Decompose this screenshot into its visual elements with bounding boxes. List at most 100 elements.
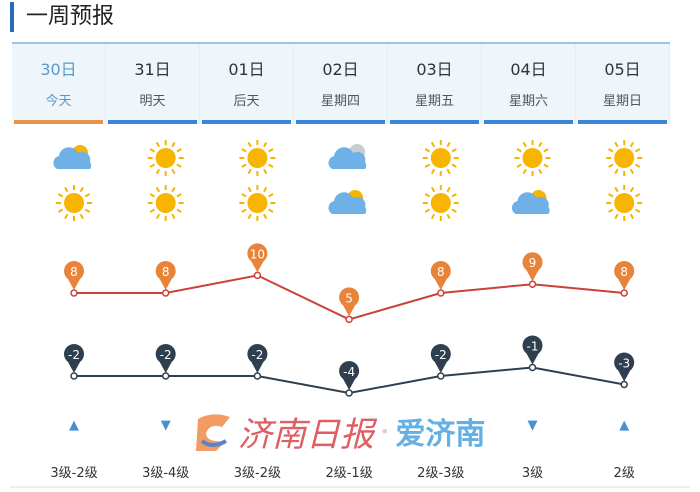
high-temp-label: 10: [250, 247, 265, 261]
wind-level: 2级: [613, 466, 635, 481]
wind-direction-icon: ▼: [160, 418, 171, 433]
high-temp-marker: [247, 243, 268, 273]
tab-indicator: [202, 120, 291, 124]
low-temp-marker: [155, 344, 176, 373]
tab-weekday: 后天: [233, 94, 260, 109]
tab-weekday: 星期日: [602, 94, 642, 109]
low-temp-marker: [339, 361, 360, 390]
high-temp-label: 5: [345, 291, 353, 305]
watermark-logo: 济南日报 • 爱济南: [192, 408, 485, 455]
tab-indicator: [390, 120, 479, 124]
sunny-icon: [56, 185, 92, 221]
partly-cloudy-icon: [328, 190, 367, 214]
tab-indicator: [484, 120, 573, 124]
day-tabs: 30日 今天 31日 明天 01日 后天 02日 星期四 03日 星期五 04日 星期六 05日 星期日: [12, 42, 670, 124]
low-temp-point: [70, 372, 78, 380]
tab-day[interactable]: 02日星期四: [294, 44, 388, 124]
tab-date: 03日: [416, 60, 453, 79]
low-temp-marker: [522, 335, 543, 365]
high-temp-point: [345, 315, 353, 324]
wind-level: 2级-3级: [417, 466, 465, 481]
tab-indicator: [578, 120, 667, 124]
wind-direction-icon: ▲: [619, 418, 630, 433]
sunny-icon: [147, 185, 184, 221]
high-temp-label: 8: [620, 265, 628, 279]
wind-level: 2级-1级: [325, 466, 373, 481]
tab-weekday: 明天: [139, 94, 166, 109]
tab-date: 30日: [40, 60, 77, 79]
high-temp-marker: [64, 261, 84, 290]
high-temp-marker: [522, 252, 543, 282]
high-temp-label: 8: [437, 265, 445, 279]
low-temp-label: -2: [435, 348, 447, 362]
low-temp-marker: [614, 352, 635, 382]
low-temp-label: -3: [618, 357, 630, 371]
wind-level: 3级: [521, 466, 544, 481]
high-temp-marker: [155, 261, 176, 290]
wind-direction-icon: ▼: [527, 418, 538, 433]
tab-weekday: 今天: [45, 94, 72, 109]
high-temp-marker: [614, 261, 635, 290]
tab-weekday: 星期五: [414, 94, 454, 109]
partly-cloudy-icon: [511, 190, 550, 214]
sunny-icon: [606, 140, 643, 176]
tab-date: 01日: [228, 60, 265, 79]
low-temp-label: -4: [343, 365, 355, 379]
low-temp-point: [528, 363, 537, 372]
high-temp-label: 8: [162, 265, 170, 279]
high-temp-point: [161, 289, 170, 297]
tab-day[interactable]: 04日星期六: [482, 44, 576, 124]
high-temp-point: [528, 280, 537, 288]
tab-date: 05日: [604, 60, 641, 79]
tab-weekday: 星期六: [508, 94, 548, 109]
sunny-icon: [147, 140, 184, 176]
tab-day[interactable]: 03日星期五: [388, 44, 482, 124]
low-temp-label: -2: [251, 348, 263, 362]
sunny-icon: [239, 185, 276, 221]
high-temp-point: [437, 289, 445, 297]
tab-date: 04日: [510, 60, 547, 79]
wind-direction-icon: ▲: [69, 418, 79, 433]
tab-day[interactable]: 05日星期日: [576, 44, 670, 124]
low-temp-point: [253, 372, 262, 380]
partly-cloudy-icon: [53, 145, 92, 169]
high-temp-label: 9: [529, 256, 537, 270]
tab-day[interactable]: 01日后天: [200, 44, 294, 124]
low-temp-point: [345, 389, 353, 397]
tab-date: 31日: [134, 60, 171, 79]
cloudy-icon: [328, 144, 367, 169]
tab-day[interactable]: 30日今天: [12, 44, 106, 124]
sunny-icon: [422, 140, 459, 176]
low-temp-marker: [64, 344, 84, 373]
sunny-icon: [606, 185, 643, 221]
high-temp-point: [620, 289, 628, 297]
wind-level: 3级-2级: [50, 466, 98, 481]
tab-weekday: 星期四: [320, 94, 360, 109]
wind-level: 3级-2级: [233, 466, 281, 481]
high-temp-label: 8: [70, 265, 78, 279]
low-temp-label: -2: [68, 348, 80, 362]
high-temp-marker: [430, 261, 451, 290]
low-temp-marker: [430, 344, 451, 373]
tab-date: 02日: [322, 60, 359, 79]
low-temp-point: [161, 372, 170, 380]
sunny-icon: [422, 185, 459, 221]
tab-indicator: [108, 120, 197, 124]
tab-indicator: [296, 120, 385, 124]
sunny-icon: [514, 140, 551, 176]
low-temp-label: -2: [160, 348, 172, 362]
tab-indicator: [14, 120, 103, 124]
wind-level: 3级-4级: [142, 466, 190, 481]
tab-day[interactable]: 31日明天: [106, 44, 200, 124]
sunny-icon: [239, 140, 276, 176]
divider: [10, 486, 690, 488]
high-temp-marker: [339, 287, 360, 317]
high-temp-point: [70, 289, 78, 297]
low-temp-point: [620, 380, 628, 389]
low-temp-marker: [247, 344, 268, 373]
page-title: 一周预报: [10, 2, 114, 32]
low-temp-label: -1: [527, 340, 539, 354]
high-temp-point: [253, 271, 262, 280]
low-temp-point: [437, 372, 445, 380]
